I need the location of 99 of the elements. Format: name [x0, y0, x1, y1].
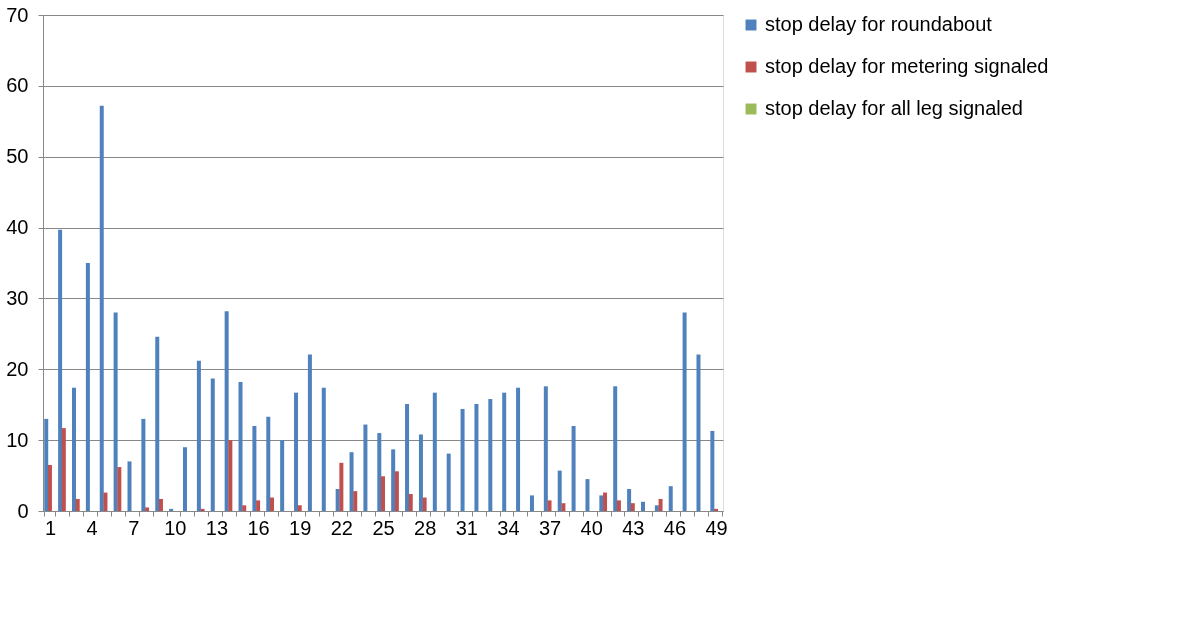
bar	[474, 404, 479, 511]
bar	[599, 495, 604, 511]
y-tick-label: 40	[6, 216, 29, 239]
bar	[446, 453, 451, 511]
bar	[117, 467, 122, 511]
y-tick-label: 0	[17, 499, 29, 522]
bar	[44, 418, 49, 511]
legend-label: stop delay for all leg signaled	[765, 97, 1023, 119]
bar	[585, 479, 590, 511]
bar	[627, 489, 632, 511]
bar	[339, 462, 344, 511]
bar	[488, 399, 493, 511]
y-tick-label: 60	[6, 74, 29, 97]
x-tick-label: 46	[663, 516, 687, 539]
bar	[58, 229, 63, 511]
x-tick-label: 25	[372, 516, 395, 539]
x-tick-label: 16	[247, 516, 270, 539]
bar	[571, 425, 576, 511]
legend-label: stop delay for roundabout	[765, 13, 993, 35]
bar	[654, 505, 659, 511]
bar	[238, 382, 243, 511]
bar	[418, 434, 423, 511]
bar	[61, 428, 66, 511]
y-tick-label: 70	[6, 3, 29, 26]
x-tick-label: 49	[705, 516, 728, 539]
bar	[210, 378, 215, 511]
x-tick-label: 28	[414, 516, 437, 539]
bar	[377, 433, 382, 511]
legend-label: stop delay for metering signaled	[765, 55, 1049, 77]
bar	[280, 440, 285, 511]
bar	[183, 447, 188, 511]
x-tick-label: 31	[455, 516, 478, 539]
bar	[408, 493, 413, 511]
bar	[603, 492, 608, 511]
bar	[75, 498, 80, 511]
bar	[502, 392, 507, 511]
bar	[307, 354, 312, 511]
bar	[381, 476, 385, 511]
bar	[266, 416, 271, 511]
bar	[422, 497, 427, 511]
bar	[668, 486, 673, 511]
bar	[269, 497, 274, 511]
bar	[103, 492, 108, 511]
bar	[252, 425, 257, 511]
x-tick-label: 43	[622, 516, 645, 539]
bar	[224, 311, 229, 511]
bar	[630, 503, 635, 511]
bar	[543, 386, 548, 511]
bar	[363, 424, 368, 511]
x-tick-label: 13	[205, 516, 229, 539]
bar	[561, 503, 566, 511]
bar	[460, 408, 465, 511]
bar	[557, 470, 562, 511]
bar	[353, 491, 358, 511]
bar	[432, 392, 437, 511]
x-tick-label: 34	[497, 516, 520, 539]
bar	[196, 360, 201, 511]
bar	[613, 386, 618, 511]
bar	[529, 495, 534, 511]
bar	[256, 500, 261, 511]
x-tick-label: 22	[330, 516, 353, 539]
bar	[394, 471, 399, 511]
bar	[294, 392, 299, 511]
bar	[297, 505, 302, 511]
bar	[145, 507, 150, 511]
bar	[127, 461, 132, 511]
bar	[682, 312, 687, 511]
bar	[405, 404, 410, 511]
bar	[321, 387, 326, 511]
bar	[640, 501, 645, 511]
x-tick-label: 37	[538, 516, 562, 539]
x-tick-label: 19	[289, 516, 312, 539]
bar	[155, 336, 160, 511]
bar	[696, 354, 701, 511]
bar	[47, 464, 52, 511]
bar	[349, 452, 354, 511]
y-tick-label: 30	[6, 286, 29, 309]
bar	[391, 449, 396, 511]
x-tick-label: 4	[86, 516, 98, 539]
bar	[141, 418, 146, 511]
bar	[85, 263, 90, 511]
y-tick-label: 20	[6, 357, 29, 380]
bar	[71, 387, 76, 511]
bar	[158, 498, 163, 511]
bar	[242, 505, 247, 511]
x-tick-label: 40	[580, 516, 603, 539]
y-tick-label: 50	[6, 145, 29, 168]
x-tick-label: 7	[128, 516, 140, 539]
bar	[228, 440, 233, 511]
bar	[547, 500, 552, 511]
bar	[113, 312, 118, 511]
y-tick-label: 10	[6, 428, 29, 451]
bar	[616, 500, 621, 511]
bar	[99, 105, 104, 511]
x-tick-label: 1	[44, 516, 56, 539]
bar	[516, 387, 521, 511]
bar	[710, 430, 715, 511]
x-tick-label: 10	[164, 516, 187, 539]
bar	[658, 498, 663, 511]
